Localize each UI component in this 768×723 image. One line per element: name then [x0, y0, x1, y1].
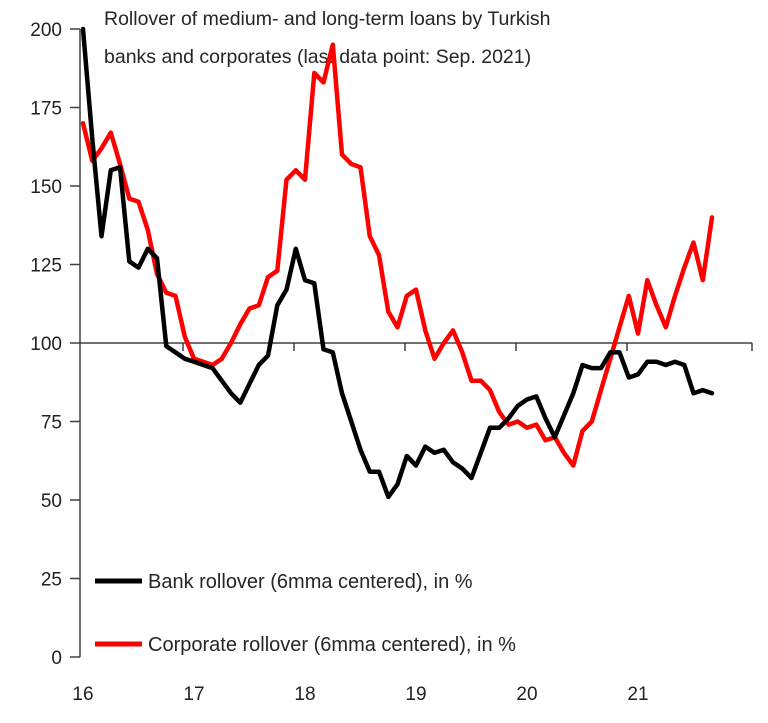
chart-title-line-2: banks and corporates (last data point: S… — [104, 46, 531, 68]
y-tick-label: 50 — [41, 491, 62, 512]
y-tick-label: 150 — [30, 177, 62, 198]
series-layer — [80, 26, 715, 500]
chart-title-line-1: Rollover of medium- and long-term loans … — [104, 8, 551, 30]
x-tick-label: 21 — [627, 684, 648, 705]
y-tick-label: 200 — [30, 20, 62, 41]
x-tick-label: 17 — [183, 684, 204, 705]
y-tick-label: 125 — [30, 256, 62, 277]
corporate-rollover-line — [80, 42, 715, 468]
x-axis: 16 17 18 19 20 21 — [72, 342, 753, 705]
y-axis: 0 25 50 75 100 125 150 175 200 — [30, 20, 81, 669]
y-tick-label: 75 — [41, 413, 62, 434]
x-tick-label: 16 — [72, 684, 93, 705]
legend: Bank rollover (6mma centered), in % Corp… — [95, 571, 516, 656]
y-tick-label: 0 — [51, 648, 62, 669]
x-tick-label: 18 — [294, 684, 315, 705]
legend-label-bank: Bank rollover (6mma centered), in % — [148, 571, 473, 593]
chart-title: Rollover of medium- and long-term loans … — [104, 8, 551, 68]
legend-label-corporate: Corporate rollover (6mma centered), in % — [148, 634, 516, 656]
y-tick-label: 175 — [30, 99, 62, 120]
y-tick-label: 25 — [41, 570, 62, 591]
bank-rollover-line — [80, 26, 715, 500]
y-tick-label: 100 — [30, 334, 62, 355]
x-tick-label: 19 — [405, 684, 426, 705]
x-tick-label: 20 — [516, 684, 537, 705]
